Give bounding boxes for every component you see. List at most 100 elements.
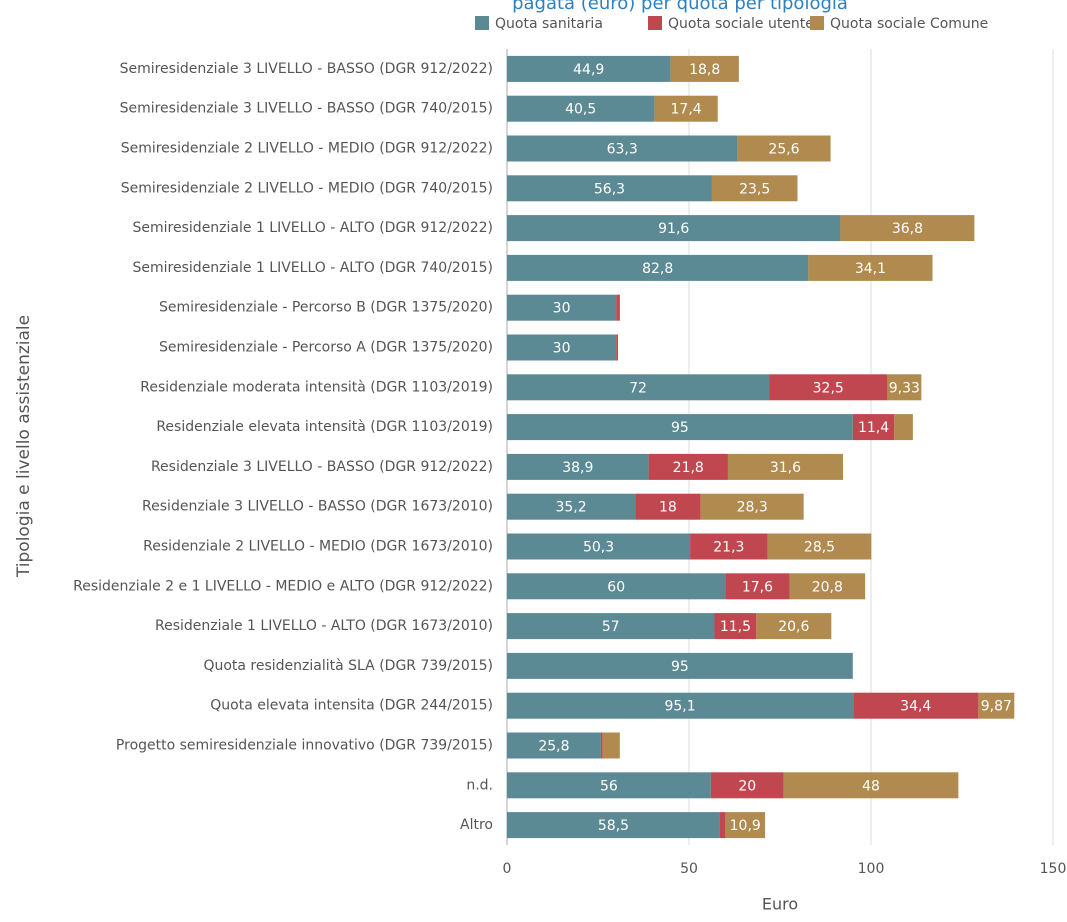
- bar-segment: [648, 453, 728, 480]
- bar-segment: [507, 55, 671, 82]
- x-tick-label: 50: [680, 861, 698, 877]
- bar-segment: [507, 692, 854, 719]
- data-label: 9,33: [889, 380, 920, 396]
- data-label: 56,3: [594, 181, 625, 197]
- data-label: 9,87: [981, 699, 1012, 715]
- x-tick-label: 100: [858, 861, 885, 877]
- y-tick-label: Altro: [460, 817, 493, 833]
- data-label: 11,4: [858, 420, 889, 436]
- data-label: 60: [607, 579, 625, 595]
- y-tick-label: Residenziale elevata intensità (DGR 1103…: [156, 419, 493, 435]
- data-label: 95: [671, 420, 689, 436]
- bar-segment: [507, 652, 853, 679]
- y-tick-label: Residenziale 2 e 1 LIVELLO - MEDIO e ALT…: [73, 578, 493, 594]
- bar-segment: [507, 175, 712, 202]
- data-label: 32,5: [813, 380, 844, 396]
- data-label: 17,4: [671, 102, 702, 118]
- data-label: 17,6: [742, 579, 773, 595]
- bar-segment: [711, 175, 798, 202]
- y-tick-label: Semiresidenziale 2 LIVELLO - MEDIO (DGR …: [121, 141, 493, 157]
- data-label: 82,8: [642, 261, 673, 277]
- data-label: 36,8: [892, 221, 923, 237]
- bar-segment: [507, 215, 841, 242]
- bar-segment: [840, 215, 975, 242]
- data-label: 50,3: [583, 540, 614, 556]
- bar-segment: [507, 772, 711, 799]
- data-label: 25,8: [538, 739, 569, 755]
- bar-segment: [602, 732, 620, 759]
- bar-segment: [507, 135, 738, 162]
- bar-segment: [887, 374, 922, 401]
- bar-segment: [789, 573, 866, 600]
- y-tick-label: Semiresidenziale 2 LIVELLO - MEDIO (DGR …: [121, 180, 493, 196]
- data-label: 10,9: [730, 818, 761, 834]
- data-label: 44,9: [573, 62, 604, 78]
- y-tick-label: Residenziale 1 LIVELLO - ALTO (DGR 1673/…: [155, 618, 493, 634]
- bar-segment: [769, 374, 888, 401]
- data-label: 18,8: [689, 62, 720, 78]
- legend-label: Quota sociale utente: [668, 16, 814, 32]
- data-label: 21,3: [713, 540, 744, 556]
- bar-segment: [507, 613, 715, 640]
- bar-segment: [710, 772, 784, 799]
- data-label: 11,5: [720, 619, 751, 635]
- bar-segment: [714, 613, 757, 640]
- data-label: 25,6: [768, 142, 799, 158]
- bar-segment: [507, 374, 770, 401]
- y-tick-label: Semiresidenziale 1 LIVELLO - ALTO (DGR 7…: [133, 260, 493, 276]
- bar-segment: [507, 414, 853, 441]
- bar-segment: [725, 812, 766, 839]
- bar-segment: [670, 55, 739, 82]
- x-tick-label: 0: [503, 861, 512, 877]
- y-tick-label: Quota elevata intensita (DGR 244/2015): [210, 698, 493, 714]
- y-tick-label: Semiresidenziale 1 LIVELLO - ALTO (DGR 9…: [133, 220, 493, 236]
- bar-segment: [616, 334, 619, 361]
- y-tick-label: Residenziale 3 LIVELLO - BASSO (DGR 912/…: [151, 459, 493, 475]
- bar-segment: [507, 812, 720, 839]
- bar-segment: [737, 135, 831, 162]
- data-label: 30: [553, 301, 571, 317]
- data-label: 35,2: [555, 500, 586, 516]
- legend-swatch: [648, 16, 662, 30]
- bar-segment: [767, 533, 872, 560]
- y-tick-label: Residenziale 3 LIVELLO - BASSO (DGR 1673…: [142, 499, 493, 515]
- data-label: 21,8: [673, 460, 704, 476]
- y-tick-label: Semiresidenziale - Percorso B (DGR 1375/…: [159, 300, 493, 316]
- bar-segment: [756, 613, 832, 640]
- data-label: 91,6: [658, 221, 689, 237]
- bar-segment: [725, 573, 790, 600]
- y-tick-label: Progetto semiresidenziale innovativo (DG…: [116, 738, 493, 754]
- bar-segment: [978, 692, 1015, 719]
- bar-segment: [507, 95, 655, 122]
- data-label: 58,5: [598, 818, 629, 834]
- y-tick-label: Residenziale 2 LIVELLO - MEDIO (DGR 1673…: [143, 539, 493, 555]
- bar-segment: [690, 533, 768, 560]
- bar-segment: [719, 812, 726, 839]
- data-label: 40,5: [565, 102, 596, 118]
- legend-swatch: [810, 16, 824, 30]
- y-tick-label: Semiresidenziale - Percorso A (DGR 1375/…: [159, 340, 493, 356]
- data-label: 31,6: [770, 460, 801, 476]
- bar-segment: [507, 732, 601, 759]
- y-tick-label: Semiresidenziale 3 LIVELLO - BASSO (DGR …: [120, 61, 493, 77]
- data-label: 48: [862, 778, 880, 794]
- y-tick-label: Quota residenzialità SLA (DGR 739/2015): [203, 658, 493, 674]
- legend-label: Quota sanitaria: [495, 16, 603, 32]
- bar-segment: [808, 254, 933, 281]
- bar-segment: [507, 493, 636, 520]
- bar-segment: [507, 294, 617, 321]
- bar-segment: [507, 533, 691, 560]
- y-axis-label: Tipologia e livello assistenziale: [14, 315, 34, 578]
- bar-segment: [600, 732, 603, 759]
- data-label: 30: [553, 341, 571, 357]
- bar-segment: [783, 772, 959, 799]
- data-label: 28,5: [804, 540, 835, 556]
- data-label: 63,3: [607, 142, 638, 158]
- data-label: 56: [600, 778, 618, 794]
- data-label: 28,3: [737, 500, 768, 516]
- y-tick-label: n.d.: [466, 777, 493, 793]
- data-label: 38,9: [562, 460, 593, 476]
- x-tick-label: 150: [1040, 861, 1067, 877]
- data-label: 20,6: [778, 619, 809, 635]
